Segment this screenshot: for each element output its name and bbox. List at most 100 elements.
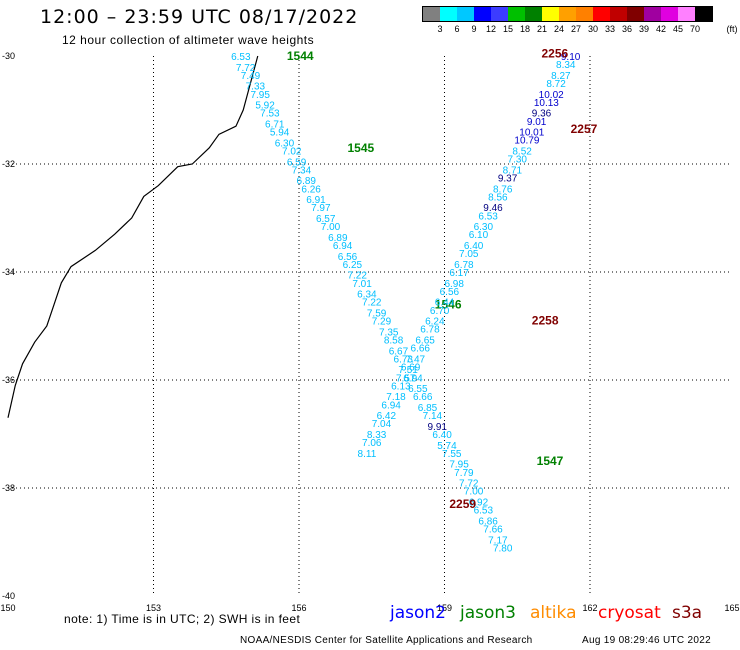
lon-tick-label: 150 [0,603,15,613]
lat-tick-label: -36 [2,375,15,385]
swh-value: 6.56 [440,287,460,298]
swh-value: 7.79 [454,468,474,479]
swh-value: 7.14 [423,411,443,422]
footer-timestamp: Aug 19 08:29:46 UTC 2022 [582,635,711,646]
swh-value: 7.05 [459,249,479,260]
swh-value: 8.76 [493,184,513,195]
swh-value: 7.95 [449,460,469,471]
swh-value: 5.94 [270,128,290,139]
swh-value: 8.27 [551,71,571,82]
swh-value: 7.04 [372,419,392,430]
swh-value: 7.51 [398,365,418,376]
scale-label: 42 [655,24,667,34]
swh-value: 10.02 [539,90,564,101]
page-subtitle: 12 hour collection of altimeter wave hei… [62,33,315,47]
legend-item-cryosat: cryosat [598,603,661,623]
scale-swatch [423,7,440,21]
legend-item-jason2: jason2 [390,603,446,623]
swh-value: 8.34 [556,60,576,71]
lat-tick-label: -30 [2,51,15,61]
swh-value: 8.33 [367,430,387,441]
swh-value: 8.52 [512,147,532,158]
swh-value: 9.01 [527,117,547,128]
swh-value: 6.70 [430,306,450,317]
swh-value: 6.44 [435,298,455,309]
lon-tick-label: 159 [437,603,452,613]
color-scale-labels: 3 6 9 12 15 18 21 24 27 30 33 36 39 42 45 70 (ft) [422,22,737,36]
swh-value: 7.72 [236,63,256,74]
swh-value: 6.34 [357,290,377,301]
swh-value: 7.22 [347,271,367,282]
swh-value: 6.78 [420,325,440,336]
swh-value: 9.46 [483,203,503,214]
track-time-label: 1544 [287,49,314,63]
scale-swatch [457,7,474,21]
scale-label: 36 [621,24,633,34]
lon-tick-label: 153 [146,603,161,613]
swh-value: 9.91 [427,422,447,433]
swh-value: 7.53 [260,109,280,120]
track-time-label: 1547 [537,454,564,468]
track-time-label: 2258 [532,314,559,328]
swh-value: 6.85 [418,403,438,414]
swh-value: 7.02 [282,147,302,158]
swh-value: 7.34 [292,165,312,176]
lon-tick-label: 165 [724,603,739,613]
swh-value: 6.71 [265,120,285,131]
scale-swatch [610,7,627,21]
scale-swatch [440,7,457,21]
swh-value: 5.74 [437,441,457,452]
swh-value: 7.00 [321,222,341,233]
coastline [7,55,259,418]
swh-value: 7.29 [372,317,392,328]
lat-tick-label: -40 [2,591,15,601]
scale-label: 18 [519,24,531,34]
swh-value: 8.11 [358,449,377,460]
swh-value: 6.30 [275,138,295,149]
swh-value: 10.79 [514,136,539,147]
swh-value: 6.92 [469,498,489,509]
swh-value: 6.89 [328,233,348,244]
swh-value: 7.30 [508,155,528,166]
track-time-label: 1546 [435,297,462,311]
swh-value: 10.13 [534,98,559,109]
swh-value: 6.94 [381,400,401,411]
scale-swatch [695,7,712,21]
lat-tick-label: -32 [2,159,15,169]
lon-tick-label: 156 [291,603,306,613]
scale-label: 24 [553,24,565,34]
legend-item-s3a: s3a [672,603,703,623]
scale-label: 45 [672,24,684,34]
scale-swatch [661,7,678,21]
scale-swatch [593,7,610,21]
track-time-label: 1545 [348,141,375,155]
scale-label: 21 [536,24,548,34]
swh-value: 6.94 [333,241,353,252]
lat-tick-label: -38 [2,483,15,493]
swh-value: 6.56 [338,252,358,263]
scale-label: 12 [485,24,497,34]
swh-value: 6.30 [474,222,494,233]
swh-value: 6.66 [413,392,433,403]
swh-value: 6.40 [432,430,452,441]
scale-swatch [576,7,593,21]
swh-value: 6.98 [444,279,464,290]
swh-value: 7.59 [367,309,387,320]
scale-swatch [491,7,508,21]
scale-label: 3 [437,24,443,34]
scale-label: 33 [604,24,616,34]
scale-swatch [542,7,559,21]
track-time-label: 2257 [571,122,598,136]
swh-value: 8.71 [503,165,523,176]
swh-value: 7.72 [459,479,479,490]
swh-value: 6.89 [297,176,317,187]
swh-value: 7.01 [352,279,372,290]
swh-value: 7.66 [483,525,503,536]
swh-value: 5.92 [255,101,275,112]
scale-label: 27 [570,24,582,34]
scale-swatch [678,7,695,21]
footer-note: note: 1) Time is in UTC; 2) SWH is in fe… [64,612,301,626]
swh-value: 6.91 [306,195,326,206]
scale-label: 6 [454,24,460,34]
